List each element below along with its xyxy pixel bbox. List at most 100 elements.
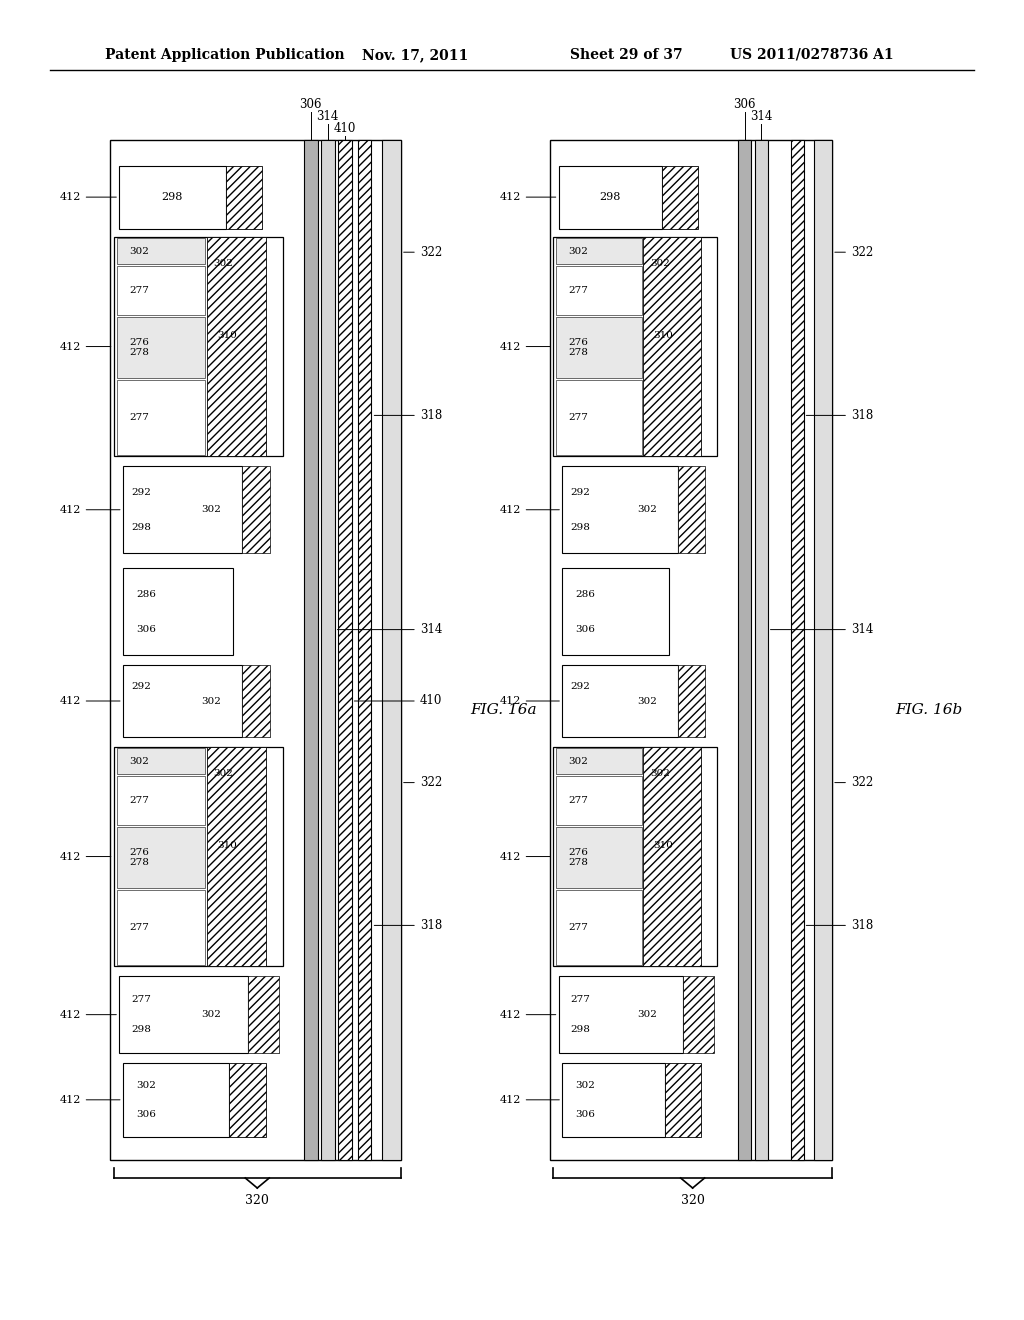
Bar [556,238,642,264]
Text: 298: 298 [570,523,590,532]
Text: 412: 412 [500,696,559,706]
Bar [117,317,205,379]
Text: 412: 412 [500,1010,556,1019]
Text: 292: 292 [570,488,590,496]
Text: 412: 412 [59,1010,117,1019]
Bar [558,977,683,1053]
Bar [358,140,372,1160]
Text: 298: 298 [131,523,152,532]
Bar [123,466,242,553]
Bar [123,1063,229,1137]
Text: 310: 310 [653,331,673,341]
Bar [117,776,205,825]
Text: 277: 277 [129,413,148,422]
Text: 412: 412 [59,696,120,706]
Bar [229,1063,266,1137]
Bar [207,236,265,457]
Bar [678,665,705,737]
Bar [338,140,351,1160]
Text: 322: 322 [403,776,442,789]
Text: 318: 318 [374,409,442,422]
Text: 310: 310 [217,331,237,341]
Bar [556,267,642,315]
Text: 412: 412 [59,1094,120,1105]
Text: 314: 314 [770,623,873,636]
Text: 276
278: 276 278 [129,847,148,867]
Text: 277: 277 [568,796,588,805]
Text: 302: 302 [129,756,148,766]
Text: 412: 412 [500,851,551,862]
Bar [117,891,205,965]
Text: 286: 286 [137,590,157,599]
Text: 412: 412 [59,193,117,202]
Text: 318: 318 [806,919,873,932]
Text: 277: 277 [570,995,590,1003]
Bar [556,826,642,888]
Text: Patent Application Publication: Patent Application Publication [105,48,345,62]
Bar [556,380,642,455]
Text: 306: 306 [137,1110,157,1119]
Text: 306: 306 [733,98,756,111]
Bar [225,165,262,228]
Text: US 2011/0278736 A1: US 2011/0278736 A1 [730,48,894,62]
Text: 306: 306 [300,98,323,111]
Text: 412: 412 [500,504,559,515]
Text: 286: 286 [575,590,595,599]
Text: 292: 292 [131,682,152,692]
Text: 302: 302 [568,247,588,256]
Bar [562,569,669,655]
Bar [643,747,700,966]
Text: FIG. 16b: FIG. 16b [895,704,963,717]
Text: 302: 302 [213,259,233,268]
Text: 320: 320 [681,1193,705,1206]
Text: 306: 306 [137,624,157,634]
Text: 292: 292 [131,488,152,496]
Text: Sheet 29 of 37: Sheet 29 of 37 [570,48,683,62]
Bar [556,748,642,775]
Bar [562,665,678,737]
Text: 302: 302 [638,1010,657,1019]
Bar [111,140,401,1160]
Text: 412: 412 [500,193,556,202]
Text: 302: 302 [201,506,221,515]
Text: 302: 302 [137,1081,157,1089]
Text: Nov. 17, 2011: Nov. 17, 2011 [362,48,468,62]
Text: 302: 302 [575,1081,595,1089]
Bar [666,1063,701,1137]
Bar [207,747,265,966]
Text: 302: 302 [213,768,233,777]
Text: 276
278: 276 278 [568,847,588,867]
Text: 277: 277 [129,286,148,296]
Bar [553,747,717,966]
Bar [556,776,642,825]
Text: 298: 298 [599,193,621,202]
Bar [678,466,705,553]
Bar [556,891,642,965]
Text: 310: 310 [217,841,237,850]
Text: 320: 320 [246,1193,269,1206]
Bar [123,569,232,655]
Text: 276
278: 276 278 [568,338,588,358]
Text: 302: 302 [638,506,657,515]
Text: 302: 302 [650,768,670,777]
Bar [683,977,714,1053]
Bar [553,236,717,457]
Text: 298: 298 [131,1026,152,1035]
Bar [382,140,401,1160]
Text: 302: 302 [201,697,221,705]
Text: 302: 302 [568,756,588,766]
Text: 302: 302 [129,247,148,256]
Text: 322: 322 [835,246,873,259]
Bar [321,140,335,1160]
Text: 410: 410 [334,121,356,135]
Bar [556,317,642,379]
Text: 412: 412 [59,504,120,515]
Text: 277: 277 [129,923,148,932]
Text: 277: 277 [129,796,148,805]
Bar [550,140,833,1160]
Text: 310: 310 [653,841,673,850]
Text: 277: 277 [131,995,152,1003]
Bar [242,466,269,553]
Text: 302: 302 [201,1010,221,1019]
Bar [562,1063,666,1137]
